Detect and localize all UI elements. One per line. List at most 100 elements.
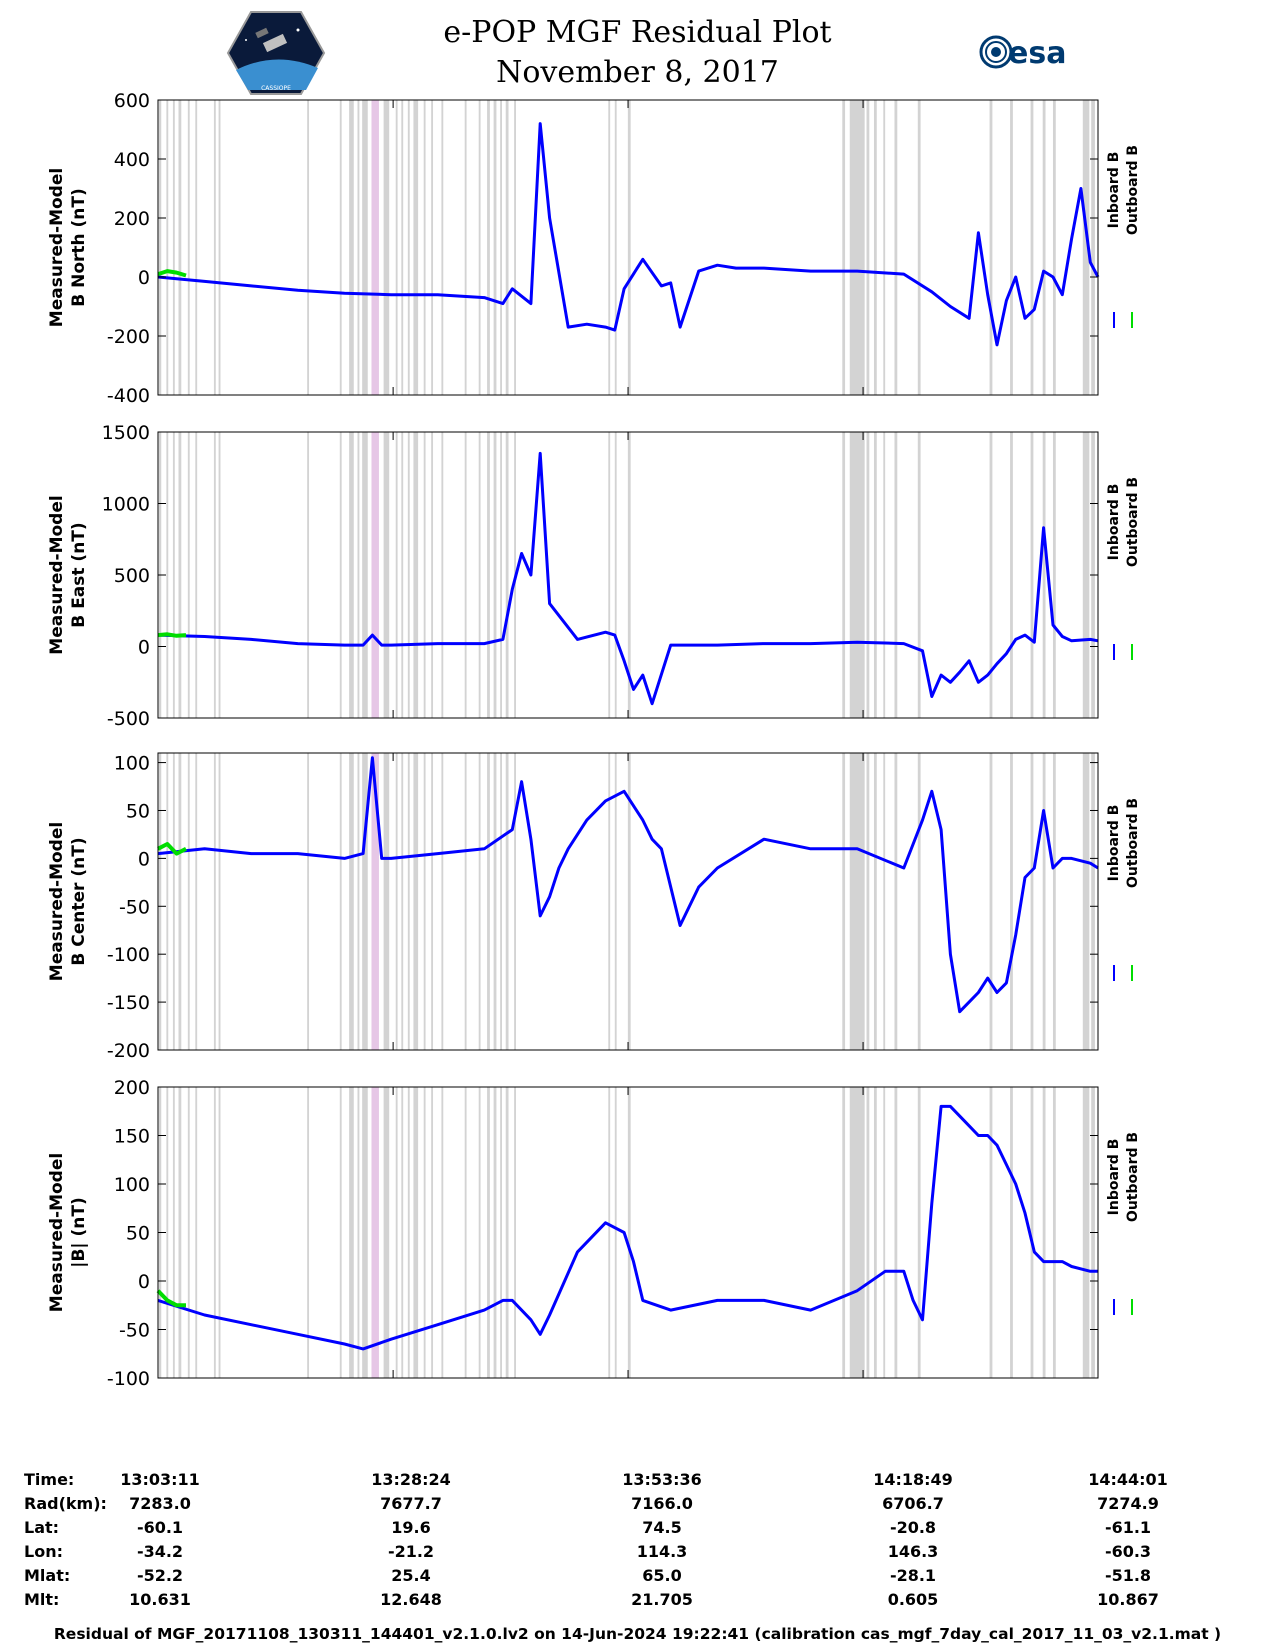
data-gap-band — [842, 1087, 846, 1378]
data-gap-band — [1082, 432, 1090, 718]
data-gap-band — [362, 432, 368, 718]
data-gap-band — [883, 432, 886, 718]
data-gap-band — [187, 432, 190, 718]
y-tick-label: 100 — [114, 1174, 150, 1196]
info-value: 21.705 — [631, 1590, 693, 1609]
info-value: 6706.7 — [882, 1494, 944, 1513]
data-gap-band — [917, 1087, 921, 1378]
data-gap-band — [187, 100, 190, 395]
y-tick-label: -400 — [107, 385, 150, 407]
info-label: Mlt: — [24, 1590, 60, 1609]
data-gap-band — [894, 100, 898, 395]
info-value: 65.0 — [642, 1566, 682, 1585]
data-gap-band — [166, 432, 169, 718]
info-label: Lat: — [24, 1518, 60, 1537]
info-row-radius: Rad(km): 7283.0 7677.7 7166.0 6706.7 727… — [0, 1494, 1275, 1518]
data-gap-band — [894, 753, 898, 1050]
data-gap-band — [493, 753, 497, 1050]
y-tick-label: 0 — [138, 637, 150, 659]
data-gap-band — [307, 753, 310, 1050]
data-gap-band — [362, 1087, 368, 1378]
data-gap-band — [357, 432, 360, 718]
data-gap-band — [413, 1087, 419, 1378]
data-gap-band — [1042, 100, 1046, 395]
data-gap-band — [349, 753, 354, 1050]
data-gap-band — [423, 753, 426, 1050]
info-row-time: Time: 13:03:11 13:28:24 13:53:36 14:18:4… — [0, 1470, 1275, 1494]
data-gap-band — [883, 1087, 886, 1378]
data-gap-band — [1091, 100, 1095, 395]
data-gap-band — [401, 100, 404, 395]
data-gap-band — [608, 432, 611, 718]
esa-logo-text: esa — [1008, 36, 1066, 71]
outboard-series-line — [157, 842, 187, 856]
y-axis-label-line1: Measured-Model — [47, 822, 67, 981]
legend-inboard-label: Inboard B — [1106, 1139, 1122, 1216]
cassiope-logo-icon: CASSIOPE — [226, 11, 326, 95]
data-gap-band — [178, 1087, 182, 1378]
data-gap-band — [218, 1087, 221, 1378]
y-tick-label: 50 — [126, 1223, 150, 1245]
data-gap-band — [218, 100, 221, 395]
inboard-series-line — [157, 122, 1100, 347]
y-tick-label: -200 — [107, 326, 150, 348]
data-gap-band — [339, 753, 342, 1050]
data-gap-band — [989, 1087, 993, 1378]
info-value: -60.1 — [136, 1518, 184, 1537]
data-gap-band — [213, 753, 216, 1050]
data-gap-band — [505, 1087, 509, 1378]
data-gap-band — [401, 432, 404, 718]
data-gap-band — [500, 100, 503, 395]
data-gap-band — [349, 100, 354, 395]
y-tick-label: 1500 — [102, 422, 150, 444]
y-tick-label: -150 — [107, 992, 150, 1014]
data-gap-band — [407, 753, 410, 1050]
y-axis-label: Measured-Model B East (nT) — [47, 495, 89, 654]
info-value: 114.3 — [636, 1542, 688, 1561]
y-tick-label: -50 — [119, 1320, 150, 1342]
data-gap-band — [441, 100, 444, 395]
data-gap-band — [883, 753, 886, 1050]
highlight-band — [371, 432, 379, 718]
data-gap-band — [478, 753, 481, 1050]
data-gap-band — [395, 753, 398, 1050]
info-value: 0.605 — [887, 1590, 939, 1609]
info-label: Time: — [24, 1470, 75, 1489]
legend-outboard-label: Outboard B — [1125, 1132, 1141, 1222]
data-gap-band — [172, 1087, 175, 1378]
legend-inboard-label: Inboard B — [1106, 484, 1122, 561]
data-gap-band — [464, 753, 467, 1050]
data-gap-band — [178, 753, 182, 1050]
data-gap-band — [383, 432, 390, 718]
data-gap-band — [383, 753, 390, 1050]
data-gap-band — [383, 1087, 390, 1378]
y-tick-label: -100 — [107, 944, 150, 966]
data-gap-band — [195, 100, 198, 395]
data-gap-band — [1010, 753, 1013, 1050]
y-tick-label: -100 — [107, 1368, 150, 1390]
info-value: -61.1 — [1104, 1518, 1152, 1537]
data-gap-band — [500, 753, 503, 1050]
data-gap-band — [487, 753, 490, 1050]
data-gap-band — [487, 1087, 490, 1378]
data-gap-band — [307, 432, 310, 718]
data-gap-band — [423, 432, 426, 718]
data-gap-band — [849, 100, 865, 395]
data-gap-band — [1082, 753, 1090, 1050]
y-axis-label-line2: |B| (nT) — [69, 1197, 89, 1268]
data-gap-band — [172, 432, 175, 718]
info-value: 7283.0 — [129, 1494, 191, 1513]
info-value: 74.5 — [642, 1518, 682, 1537]
data-gap-band — [1030, 1087, 1034, 1378]
data-gap-band — [383, 100, 390, 395]
data-gap-band — [357, 1087, 360, 1378]
data-gap-band — [1082, 1087, 1090, 1378]
data-gap-band — [158, 753, 162, 1050]
data-gap-band — [849, 432, 865, 718]
data-gap-band — [873, 1087, 877, 1378]
legend-inboard-label: Inboard B — [1106, 805, 1122, 882]
data-gap-band — [608, 1087, 611, 1378]
data-gap-band — [514, 753, 516, 1050]
y-axis-label-line2: B North (nT) — [69, 188, 89, 307]
info-row-mlat: Mlat: -52.2 25.4 65.0 -28.1 -51.8 — [0, 1566, 1275, 1590]
